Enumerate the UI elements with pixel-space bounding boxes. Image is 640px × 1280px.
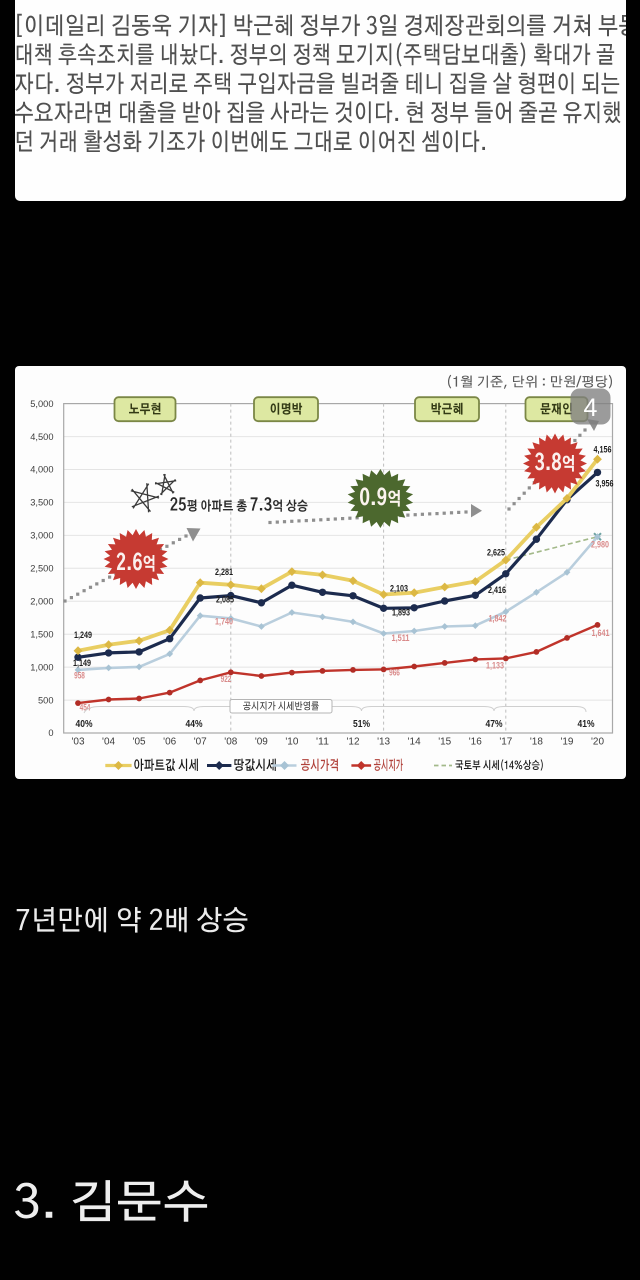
svg-text:'18: '18 <box>530 737 543 748</box>
svg-text:958: 958 <box>74 671 85 682</box>
svg-text:1,641: 1,641 <box>592 628 611 639</box>
svg-text:4,156: 4,156 <box>594 445 612 456</box>
svg-text:'17: '17 <box>499 737 512 748</box>
svg-text:2,281: 2,281 <box>215 567 234 578</box>
svg-text:1,249: 1,249 <box>74 630 92 641</box>
svg-text:'12: '12 <box>347 737 360 748</box>
svg-text:'04: '04 <box>102 737 115 748</box>
svg-text:2,000: 2,000 <box>30 596 53 606</box>
svg-text:1,893: 1,893 <box>392 608 410 619</box>
svg-text:'15: '15 <box>438 737 451 748</box>
svg-text:454: 454 <box>80 703 91 714</box>
svg-text:2,980: 2,980 <box>591 540 609 551</box>
svg-text:1,133: 1,133 <box>486 661 504 672</box>
svg-text:'11: '11 <box>316 737 329 748</box>
svg-text:'19: '19 <box>560 737 573 748</box>
svg-text:3,500: 3,500 <box>30 498 53 508</box>
svg-text:1,740: 1,740 <box>215 617 233 628</box>
svg-text:1,842: 1,842 <box>489 614 507 625</box>
svg-text:'08: '08 <box>224 737 237 748</box>
svg-text:'07: '07 <box>194 737 207 748</box>
svg-text:3,000: 3,000 <box>30 531 53 541</box>
svg-text:'09: '09 <box>255 737 268 748</box>
svg-text:4,500: 4,500 <box>30 432 53 442</box>
svg-text:51%: 51% <box>353 719 370 730</box>
svg-text:47%: 47% <box>486 719 503 730</box>
svg-text:5,000: 5,000 <box>30 399 53 409</box>
svg-text:2,103: 2,103 <box>390 584 408 595</box>
svg-text:4: 4 <box>584 394 598 422</box>
svg-text:2,416: 2,416 <box>488 585 506 596</box>
svg-text:41%: 41% <box>578 719 595 730</box>
svg-text:2,500: 2,500 <box>30 564 53 574</box>
svg-text:922: 922 <box>221 674 232 685</box>
svg-text:2,625: 2,625 <box>487 548 506 559</box>
svg-text:'16: '16 <box>469 737 482 748</box>
svg-text:0: 0 <box>48 728 53 738</box>
svg-text:1,511: 1,511 <box>392 633 411 644</box>
svg-text:'13: '13 <box>377 737 390 748</box>
svg-text:44%: 44% <box>186 719 203 730</box>
svg-text:1,000: 1,000 <box>30 662 53 672</box>
svg-text:'03: '03 <box>72 737 85 748</box>
svg-text:1,500: 1,500 <box>30 629 53 639</box>
svg-text:40%: 40% <box>76 719 93 730</box>
svg-text:500: 500 <box>38 695 54 705</box>
svg-text:1,149: 1,149 <box>73 658 91 669</box>
svg-text:'14: '14 <box>408 737 421 748</box>
svg-text:2,085: 2,085 <box>216 595 235 606</box>
svg-text:'20: '20 <box>591 737 604 748</box>
svg-text:'06: '06 <box>163 737 176 748</box>
svg-text:'10: '10 <box>285 737 298 748</box>
svg-text:3,956: 3,956 <box>596 479 614 490</box>
svg-text:'05: '05 <box>133 737 146 748</box>
svg-text:4,000: 4,000 <box>30 465 53 475</box>
svg-text:966: 966 <box>389 668 400 679</box>
